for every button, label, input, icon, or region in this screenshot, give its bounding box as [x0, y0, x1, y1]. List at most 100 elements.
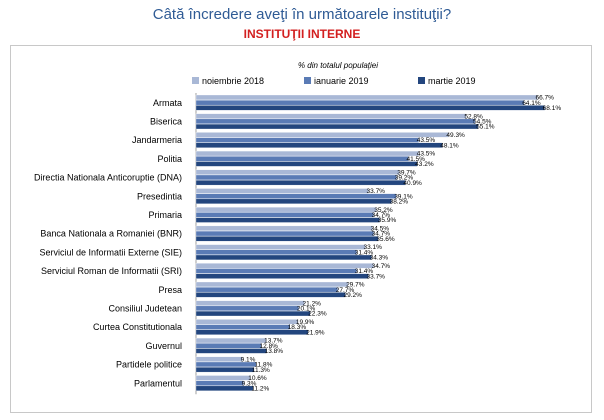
data-label: 64.1%: [522, 100, 541, 107]
category-label: Banca Nationala a Romaniei (BNR): [40, 229, 182, 239]
bar: [195, 281, 349, 288]
data-label: 18.3%: [288, 324, 307, 331]
data-label: 19.9%: [296, 319, 315, 326]
data-label: 43.5%: [417, 137, 436, 144]
data-label: 11.8%: [254, 362, 272, 369]
bar: [195, 123, 479, 130]
bar: [195, 324, 290, 330]
category-label: Curtea Constitutionala: [93, 322, 182, 332]
bar: [195, 263, 374, 269]
data-label: 34.7%: [372, 212, 391, 219]
data-label: 34.3%: [370, 255, 389, 262]
bar: [195, 348, 267, 354]
bar: [195, 100, 525, 106]
bar: [195, 292, 346, 298]
data-label: 31.4%: [355, 268, 374, 275]
data-label: 39.7%: [397, 169, 416, 176]
category-label: Primaria: [148, 210, 182, 220]
data-label: 33.7%: [367, 273, 386, 280]
bar: [195, 287, 338, 293]
bar: [195, 161, 418, 167]
data-label: 43.5%: [417, 151, 436, 158]
data-label: 49.3%: [446, 132, 465, 139]
data-label: 33.7%: [367, 188, 386, 195]
bar: [195, 268, 357, 274]
bar: [195, 193, 397, 199]
data-label: 43.2%: [415, 161, 434, 168]
bar: [195, 113, 467, 119]
data-label: 11.2%: [251, 386, 269, 393]
bar: [195, 375, 251, 381]
bar: [195, 169, 400, 175]
data-label: 33.1%: [363, 244, 382, 251]
category-label: Armata: [153, 98, 182, 108]
bar: [195, 188, 369, 194]
legend-label: martie 2019: [428, 76, 476, 86]
data-label: 27.7%: [336, 287, 355, 294]
category-label: Parlamentul: [134, 378, 182, 388]
legend-swatch: [304, 77, 311, 84]
data-label: 11.3%: [252, 367, 270, 374]
bar: [195, 142, 443, 148]
chart-frame: [10, 45, 592, 413]
data-label: 9.1%: [241, 356, 256, 363]
legend-label: noiembrie 2018: [202, 76, 264, 86]
bar: [195, 305, 300, 311]
category-label: Directia Nationala Anticoruptie (DNA): [34, 173, 182, 183]
data-label: 34.7%: [372, 231, 391, 238]
data-label: 35.2%: [374, 207, 393, 214]
data-label: 22.3%: [308, 311, 327, 318]
data-label: 35.6%: [376, 236, 395, 243]
data-label: 21.2%: [303, 300, 322, 307]
category-label: Politia: [157, 154, 182, 164]
data-label: 68.1%: [543, 105, 562, 112]
data-label: 31.4%: [355, 249, 374, 256]
data-label: 21.9%: [306, 329, 325, 336]
data-label: 66.7%: [536, 95, 555, 102]
category-label: Consiliul Judetean: [108, 304, 182, 314]
category-label: Presa: [158, 285, 182, 295]
bar: [195, 132, 449, 138]
data-label: 55.1%: [476, 124, 495, 131]
data-label: 40.9%: [403, 180, 422, 187]
chart-title: Câtă încredere aveţi în următoarele inst…: [152, 6, 452, 23]
bar: [195, 230, 374, 237]
category-label: Biserica: [150, 117, 182, 127]
bar: [195, 207, 377, 213]
bar: [195, 300, 305, 306]
bar: [195, 319, 299, 325]
legend-swatch: [418, 77, 425, 84]
bar: [195, 174, 397, 181]
data-label: 34.7%: [372, 263, 391, 270]
data-label: 39.2%: [395, 175, 414, 182]
bar: [195, 343, 262, 349]
bar: [195, 236, 379, 242]
data-label: 38.2%: [390, 199, 409, 206]
category-label: Jandarmeria: [132, 135, 182, 145]
data-label: 48.1%: [440, 142, 459, 149]
data-label: 20.1%: [297, 306, 316, 313]
data-label: 12.8%: [260, 343, 279, 350]
bar: [195, 273, 369, 279]
data-label: 29.7%: [346, 282, 365, 289]
data-label: 10.6%: [248, 375, 267, 382]
bar: [195, 356, 243, 362]
bar: [195, 385, 254, 391]
data-label: 29.2%: [344, 292, 363, 299]
bar: [195, 94, 538, 101]
bar: [195, 380, 244, 386]
data-label: 54.5%: [473, 119, 492, 126]
unit-label: % din totalul populaţiei: [298, 61, 378, 70]
bar: [195, 105, 545, 111]
bar: [195, 329, 309, 335]
bar: [195, 150, 419, 157]
data-label: 52.8%: [464, 113, 483, 120]
data-label: 41.5%: [406, 156, 425, 163]
category-label: Guvernul: [145, 341, 182, 351]
bar: [195, 118, 476, 124]
chart-subtitle: INSTITUŢII INTERNE: [243, 27, 361, 41]
bar: [195, 310, 311, 317]
category-label: Partidele politice: [116, 360, 182, 370]
bar: [195, 249, 357, 255]
